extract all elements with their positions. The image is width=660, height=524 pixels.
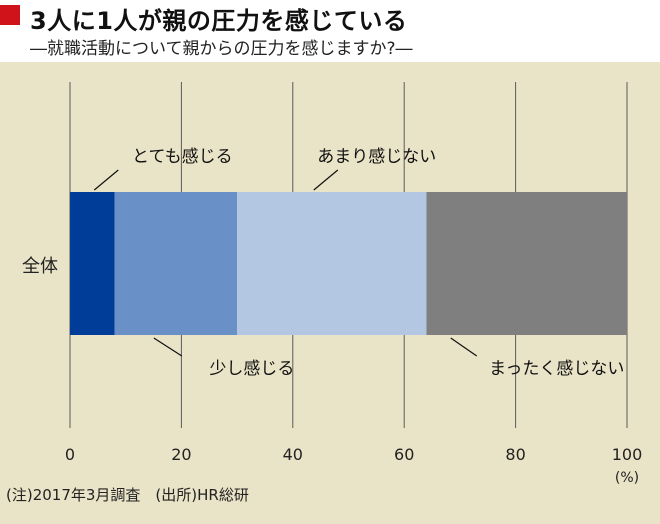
chart-title: 3人に1人が親の圧力を感じている — [30, 7, 408, 35]
bar-segment-4 — [426, 192, 627, 335]
segment-label-2: 少し感じる — [209, 359, 294, 379]
chart-subtitle: ―就職活動について親からの圧力を感じますか?― — [30, 39, 413, 59]
leader-line-4 — [450, 337, 478, 357]
title-marker — [0, 5, 20, 25]
leader-line-1 — [93, 169, 119, 191]
x-tick-label: 60 — [394, 445, 414, 464]
x-tick-label: 20 — [171, 445, 191, 464]
bar-segment-1 — [70, 192, 115, 335]
segment-label-1: とても感じる — [132, 147, 233, 167]
x-tick-label: 40 — [283, 445, 303, 464]
bar-segment-2 — [114, 192, 238, 335]
leader-line-3 — [313, 169, 339, 191]
category-label: 全体 — [22, 256, 58, 277]
x-tick-label: 0 — [65, 445, 75, 464]
leader-line-2 — [153, 337, 183, 357]
source-note: (注)2017年3月調査 (出所)HR総研 — [6, 486, 249, 504]
x-tick-label: 80 — [505, 445, 525, 464]
bar-segment-3 — [237, 192, 427, 335]
chart-header: 3人に1人が親の圧力を感じている ―就職活動について親からの圧力を感じますか?― — [0, 0, 660, 62]
segment-label-3: あまり感じない — [317, 147, 436, 167]
segment-label-4: まったく感じない — [489, 359, 624, 379]
x-axis-unit: (%) — [615, 470, 639, 486]
x-tick-label: 100 — [612, 445, 643, 464]
